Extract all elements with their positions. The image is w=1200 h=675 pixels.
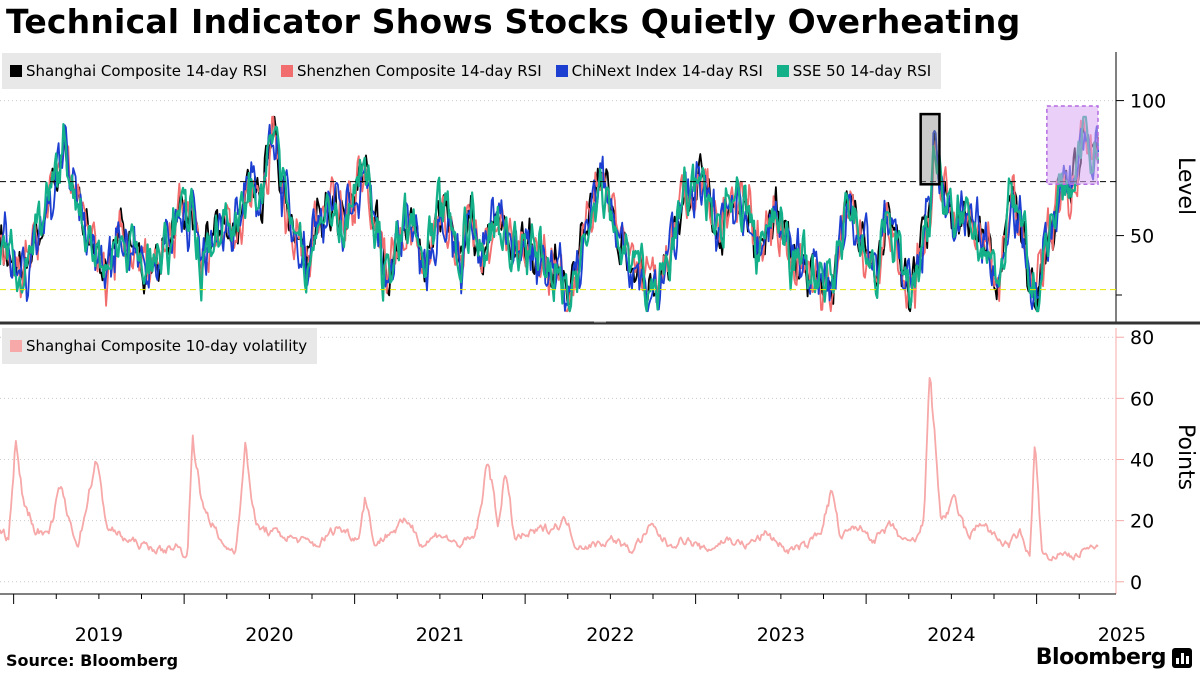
x-tick-label-2025: 2025 (1098, 624, 1146, 646)
legend-chinext[interactable]: ChiNext Index 14-day RSI (555, 62, 763, 80)
rsi-panel: 50 100 (0, 52, 1200, 325)
volatility-tick-label-20: 20 (1130, 511, 1154, 533)
x-tick-label-2020: 2020 (245, 624, 293, 646)
legend-swatch-shenzhen (280, 65, 293, 77)
x-tick-label-2021: 2021 (416, 624, 464, 646)
legend-volatility[interactable]: Shanghai Composite 10-day volatility (10, 337, 307, 355)
rsi-legend: Shanghai Composite 14-day RSI Shenzhen C… (2, 53, 942, 89)
volatility-tick-label-40: 40 (1130, 450, 1154, 472)
legend-swatch-chinext (555, 65, 568, 77)
legend-swatch-shanghai (10, 65, 22, 77)
brand-logo-text: Bloomberg (1035, 645, 1167, 670)
legend-label-sse50: SSE 50 14-day RSI (792, 62, 932, 80)
rsi-axis-title: Level (1173, 157, 1198, 216)
x-tick-label-2019: 2019 (75, 624, 123, 646)
rsi-line-sse50 (0, 115, 1100, 313)
rsi-highlight-purple-box (1046, 105, 1099, 186)
volatility-legend: Shanghai Composite 10-day volatility (2, 328, 318, 364)
volatility-panel: 0 20 40 60 80 (0, 327, 1154, 594)
legend-shanghai[interactable]: Shanghai Composite 14-day RSI (10, 62, 267, 80)
legend-label-shenzhen: Shenzhen Composite 14-day RSI (296, 62, 542, 80)
volatility-tick-label-60: 60 (1130, 388, 1154, 410)
volatility-axis-title: Points (1173, 424, 1198, 491)
rsi-tick-label-100: 100 (1130, 91, 1166, 113)
bloomberg-bars-icon (1172, 648, 1192, 668)
legend-label-chinext: ChiNext Index 14-day RSI (571, 62, 763, 80)
source-note: Source: Bloomberg (6, 651, 179, 670)
legend-sse50[interactable]: SSE 50 14-day RSI (776, 62, 932, 80)
legend-label-volatility: Shanghai Composite 10-day volatility (26, 337, 308, 355)
x-tick-label-2023: 2023 (757, 624, 805, 646)
x-tick-label-2022: 2022 (586, 624, 634, 646)
rsi-tick-label-50: 50 (1130, 226, 1154, 248)
rsi-highlight-gray-box (919, 112, 941, 186)
legend-label-shanghai: Shanghai Composite 14-day RSI (26, 62, 267, 80)
x-axis: 2019 2020 2021 2022 2023 2024 2025 (0, 593, 1146, 646)
legend-swatch-volatility (10, 340, 22, 352)
volatility-line (0, 376, 1099, 562)
legend-swatch-sse50 (776, 65, 789, 77)
x-tick-label-2024: 2024 (927, 624, 975, 646)
volatility-tick-label-80: 80 (1130, 327, 1154, 349)
chart-title: Technical Indicator Shows Stocks Quietly… (6, 2, 1021, 41)
legend-shenzhen[interactable]: Shenzhen Composite 14-day RSI (280, 62, 542, 80)
volatility-tick-label-0: 0 (1130, 572, 1142, 594)
